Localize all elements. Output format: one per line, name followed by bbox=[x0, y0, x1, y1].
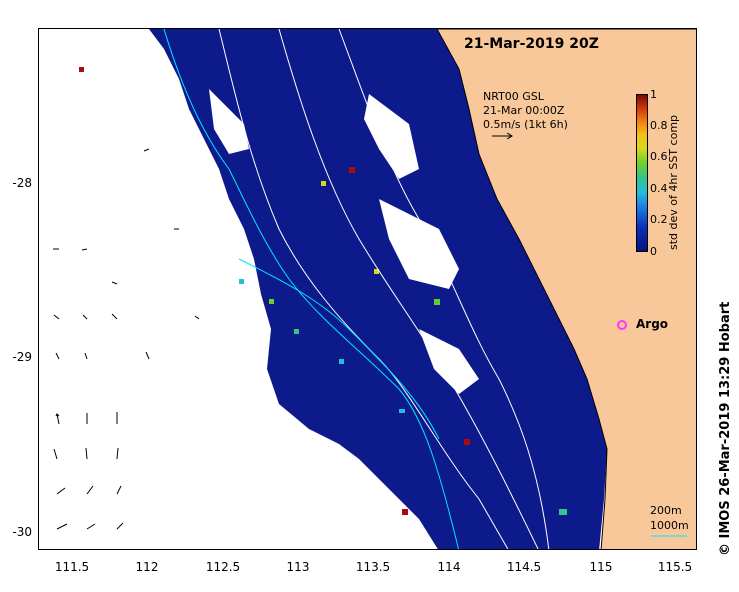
current-vectors bbox=[53, 148, 200, 530]
lon-tick: 114 bbox=[437, 560, 461, 574]
colorbar-tick: 0 bbox=[650, 245, 657, 258]
lon-tick: 113.5 bbox=[355, 560, 391, 574]
lat-tick: -30 bbox=[12, 525, 32, 539]
colorbar-tick: 0.6 bbox=[650, 150, 668, 163]
sst-field bbox=[149, 29, 607, 549]
map-title: 21-Mar-2019 20Z bbox=[464, 36, 599, 52]
velocity-legend-line: NRT00 GSL bbox=[483, 90, 544, 103]
map-frame[interactable] bbox=[38, 28, 697, 550]
data-gap bbox=[419, 329, 479, 394]
velocity-legend-line: 21-Mar 00:00Z bbox=[483, 104, 565, 117]
colorbar-tick: 1 bbox=[650, 88, 657, 101]
colorbar-tick: 0.8 bbox=[650, 119, 668, 132]
velocity-legend-line: 0.5m/s (1kt 6h) bbox=[483, 118, 568, 131]
argo-marker bbox=[617, 320, 627, 330]
lon-tick: 113 bbox=[286, 560, 310, 574]
data-gap bbox=[379, 199, 459, 289]
lon-tick: 112 bbox=[135, 560, 159, 574]
argo-label: Argo bbox=[636, 317, 669, 331]
lon-tick: 115 bbox=[589, 560, 613, 574]
sst-map bbox=[53, 29, 696, 549]
lon-tick: 114.5 bbox=[506, 560, 542, 574]
credit-line: © IMOS 26-Mar-2019 13:29 Hobart bbox=[718, 301, 733, 556]
scale-label-200: 200m bbox=[650, 504, 682, 517]
data-gap bbox=[364, 94, 419, 179]
bathymetry-contours bbox=[163, 29, 550, 549]
data-gap bbox=[209, 89, 249, 154]
colorbar-tick: 0.2 bbox=[650, 213, 668, 226]
scale-label-1000: 1000m bbox=[650, 519, 689, 532]
lat-tick: -29 bbox=[12, 350, 32, 364]
velocity-legend-arrow bbox=[492, 132, 513, 140]
lon-tick: 115.5 bbox=[657, 560, 693, 574]
lon-tick: 111.5 bbox=[54, 560, 90, 574]
colorbar bbox=[636, 94, 648, 252]
colorbar-label: std dev of 4hr SST comp bbox=[667, 114, 680, 250]
lat-tick: -28 bbox=[12, 176, 32, 190]
colorbar-tick: 0.4 bbox=[650, 182, 668, 195]
land-mass bbox=[436, 29, 696, 549]
velocity-legend: NRT00 GSL 21-Mar 00:00Z 0.5m/s (1kt 6h) bbox=[483, 90, 568, 132]
variance-speckles bbox=[79, 67, 567, 515]
lon-tick: 112.5 bbox=[205, 560, 241, 574]
